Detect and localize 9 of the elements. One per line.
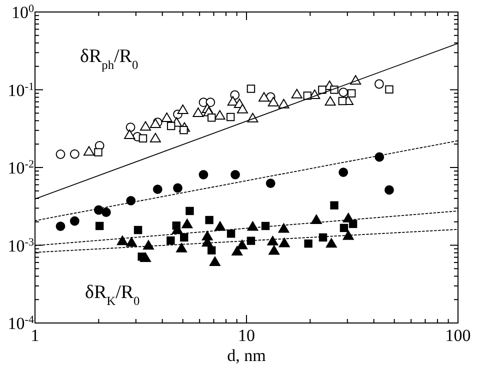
y-tick-label: 10$^{-1}$: [8, 80, 34, 100]
x-axis-title: d, nm: [227, 346, 266, 365]
annotation: δR$_{ph}$/R$_{0}$: [80, 46, 138, 72]
y-tick-label: 10$^{0}$: [11, 3, 34, 22]
x-tick-label: 100: [445, 326, 471, 345]
x-tick-label: 10: [238, 326, 255, 345]
y-tick-label: 10$^{-3}$: [8, 236, 34, 256]
y-tick-label: 10$^{-2}$: [8, 158, 34, 178]
annotation: δR$_{K}$/R$_{0}$: [85, 282, 140, 308]
